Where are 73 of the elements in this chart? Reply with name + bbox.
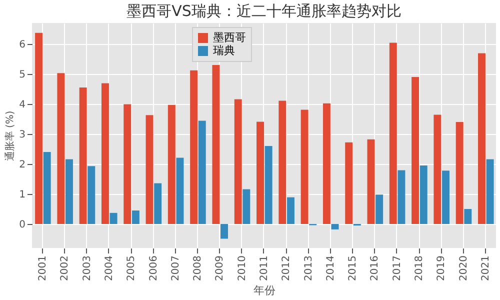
bar	[88, 166, 96, 224]
x-tick-label: 2004	[104, 256, 115, 281]
y-tick-label: 2	[19, 160, 26, 170]
bar	[478, 53, 486, 224]
x-axis-title: 年份	[254, 284, 276, 297]
bar	[154, 183, 162, 224]
legend-label: 墨西哥	[213, 31, 246, 44]
x-tick-label: 2006	[148, 256, 160, 281]
legend-label: 瑞典	[213, 44, 235, 57]
x-tick-label: 2013	[303, 256, 314, 281]
bar	[79, 88, 87, 224]
bar	[367, 139, 375, 224]
bar	[234, 99, 242, 224]
y-tick-label: 0	[19, 220, 26, 230]
x-tick-label: 2018	[414, 256, 426, 281]
bar	[464, 209, 472, 224]
x-tick-label: 2012	[281, 256, 292, 281]
x-tick-label: 2011	[259, 256, 270, 281]
chart-title: 墨西哥VS瑞典：近二十年通胀率趋势对比	[126, 2, 402, 20]
bar	[57, 73, 65, 224]
bar	[43, 152, 51, 224]
x-tick-label: 2007	[170, 256, 182, 281]
bar	[256, 122, 264, 224]
bar	[345, 142, 353, 224]
bar	[242, 189, 250, 224]
bar	[420, 166, 428, 224]
bar	[486, 159, 494, 224]
bar	[146, 115, 154, 224]
bar	[389, 42, 397, 224]
x-tick-label: 2001	[38, 256, 49, 281]
x-tick-label: 2021	[480, 256, 492, 281]
bar	[132, 210, 140, 224]
x-tick-label: 2009	[214, 256, 226, 281]
x-tick-label: 2016	[370, 256, 381, 281]
x-tick-label: 2005	[126, 256, 138, 281]
x-tick-label: 2020	[458, 256, 470, 281]
x-tick-label: 2017	[392, 256, 403, 281]
bar	[101, 83, 109, 224]
bar	[331, 224, 339, 230]
bar	[322, 103, 330, 224]
x-tick-label: 2015	[348, 256, 359, 281]
bar	[456, 122, 464, 224]
y-axis-title: 通胀率 (%)	[4, 110, 16, 162]
bar	[434, 114, 442, 224]
bar	[190, 70, 198, 224]
bar	[278, 100, 286, 224]
bar	[286, 197, 294, 224]
bar	[300, 110, 308, 224]
y-tick-label: 5	[19, 70, 26, 80]
x-tick-label: 2019	[436, 256, 448, 281]
bar	[198, 120, 206, 224]
bar	[176, 158, 184, 224]
y-tick-label: 3	[19, 130, 26, 140]
x-tick-label: 2002	[60, 256, 71, 281]
x-tick-label: 2008	[192, 256, 204, 281]
bar	[220, 224, 228, 239]
bar	[110, 212, 118, 224]
bar	[376, 194, 384, 224]
x-tick-label: 2014	[325, 256, 336, 281]
bar	[264, 146, 272, 224]
y-tick-label: 4	[19, 100, 26, 110]
y-tick-label: 6	[19, 40, 26, 50]
bar	[35, 32, 43, 224]
y-tick-label: 1	[19, 190, 26, 200]
bar	[168, 104, 176, 224]
bar	[398, 170, 406, 224]
x-tick-label: 2003	[82, 256, 93, 281]
x-tick-label: 2010	[236, 256, 248, 281]
bar	[66, 159, 73, 224]
bar	[212, 65, 220, 224]
bar	[442, 170, 450, 224]
bar	[124, 104, 132, 224]
bar	[412, 77, 420, 224]
